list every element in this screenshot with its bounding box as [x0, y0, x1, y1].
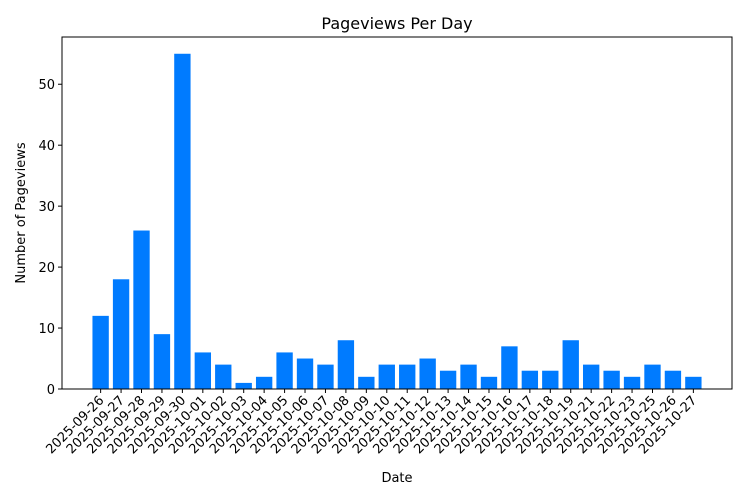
- bar: [419, 358, 436, 389]
- y-tick-label: 0: [47, 383, 55, 398]
- bar: [92, 315, 109, 389]
- bar: [337, 340, 355, 389]
- bar: [317, 364, 334, 389]
- bar: [174, 53, 191, 390]
- bar: [215, 364, 232, 389]
- bar: [582, 364, 600, 389]
- bar: [501, 346, 518, 389]
- y-tick-label: 10: [38, 322, 55, 337]
- bar: [399, 364, 416, 389]
- bar: [378, 364, 395, 389]
- bar: [255, 376, 273, 389]
- y-tick-label: 20: [38, 261, 55, 276]
- bar: [685, 376, 702, 389]
- x-axis-label: Date: [381, 471, 412, 486]
- bar: [358, 376, 375, 389]
- y-axis-label: Number of Pageviews: [14, 142, 29, 283]
- bar: [644, 364, 661, 389]
- bar: [562, 340, 579, 389]
- plot-frame: [61, 36, 733, 390]
- bar: [276, 352, 293, 389]
- bar: [112, 279, 130, 389]
- bar: [664, 370, 682, 389]
- bar: [296, 358, 314, 389]
- chart-title: Pageviews Per Day: [321, 14, 472, 33]
- bar: [194, 352, 212, 389]
- bar: [460, 364, 477, 389]
- bar: [133, 230, 150, 389]
- bar: [235, 382, 252, 389]
- bar: [521, 370, 539, 389]
- bar: [603, 370, 620, 389]
- y-tick-label: 50: [38, 78, 55, 93]
- bar: [480, 376, 498, 389]
- bar: [153, 334, 171, 389]
- bar: [439, 370, 457, 389]
- y-tick-label: 30: [38, 200, 55, 215]
- bar: [542, 370, 559, 389]
- y-tick-label: 40: [38, 139, 55, 154]
- bar: [623, 376, 641, 389]
